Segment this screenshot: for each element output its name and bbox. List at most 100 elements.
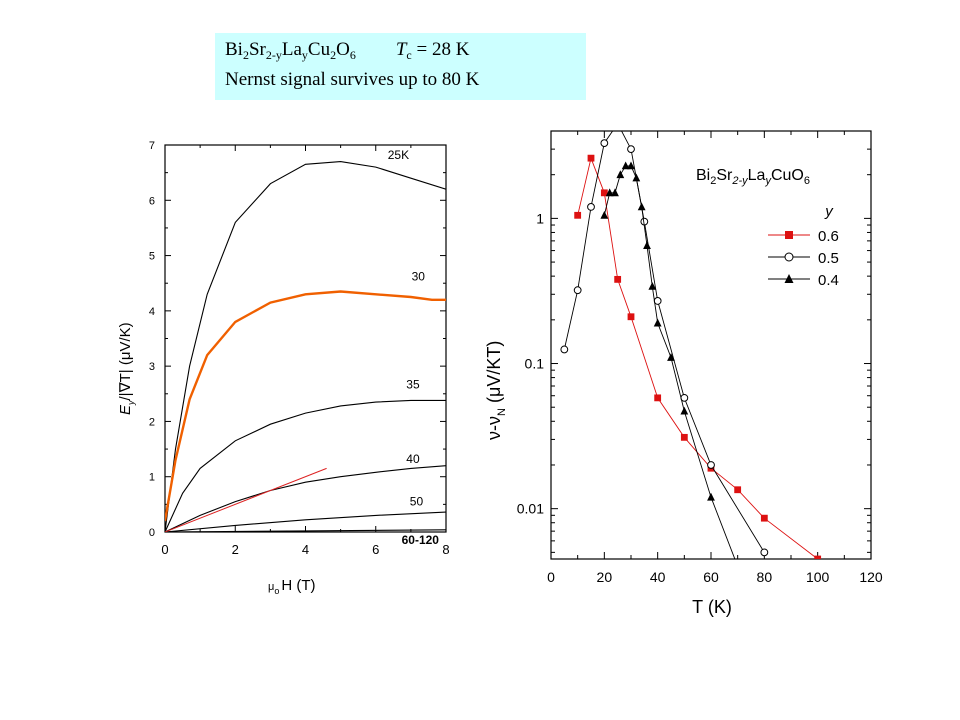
formula-sub-cu: 2	[330, 48, 337, 62]
left-chart: 0 2 4 6 8 0 1 2 3 4 5 6 7 25K 30 35 40 50 60-120 μo H (T) Ey/…	[117, 140, 450, 596]
right-point-0-6	[600, 189, 608, 197]
right-point-0-6	[680, 433, 688, 441]
right-point-0-5	[587, 202, 595, 211]
right-x-tick-label-0: 0	[547, 569, 555, 585]
right-point-0-5	[614, 120, 621, 127]
right-point-0-4	[648, 281, 657, 290]
right-legend-title-part: 2-y	[731, 175, 749, 187]
formula-sub-y: y	[301, 48, 308, 62]
formula-bi: Bi	[225, 39, 243, 60]
left-x-axis-label: μo H (T)	[268, 577, 316, 596]
formula-cu: Cu	[307, 39, 331, 60]
right-point-0-5	[600, 139, 609, 148]
right-x-axis-label: T (K)	[692, 597, 732, 617]
right-point-0-4	[653, 318, 662, 327]
left-x-tick-label-8: 8	[442, 542, 449, 557]
left-y-label-tail: /|∇T| (μV/K)	[117, 322, 134, 400]
right-legend-title-part: La	[748, 167, 766, 184]
formula-sub-6: 6	[349, 48, 356, 62]
left-y-tick-label-3: 3	[149, 361, 155, 373]
right-point-0-6	[587, 154, 595, 162]
right-y-tick-label-0-01: 0.01	[517, 501, 544, 517]
right-legend-y-label: y	[824, 203, 834, 220]
right-legend-marker-0-6	[785, 231, 793, 239]
right-point-0-6	[654, 394, 662, 402]
left-y-tick-label-5: 5	[149, 251, 155, 263]
left-x-tick-label-2: 2	[232, 542, 239, 557]
right-x-tick-label-100: 100	[806, 569, 830, 585]
left-curve-label-35: 35	[406, 377, 420, 391]
left-y-tick-label-1: 1	[149, 472, 155, 484]
right-point-0-4	[632, 173, 641, 182]
formula-sub-2-y: 2-y	[265, 48, 282, 62]
right-point-0-4	[643, 241, 651, 249]
caption-nernst-line: Nernst signal survives up to 80 K	[225, 69, 480, 90]
right-x-tick-label-40: 40	[650, 569, 666, 585]
right-point-0-4	[627, 161, 635, 170]
left-curve-label-30: 30	[412, 269, 426, 283]
left-series-35	[165, 399, 446, 532]
right-chart: 0 20 40 60 80 100 1200.010.11Bi2Sr2-yLayCuO6y0…	[484, 120, 883, 617]
right-x-tick-label-60: 60	[703, 569, 719, 585]
right-y-tick-label-1: 1	[536, 210, 544, 226]
left-x-label-mu: μ	[268, 581, 274, 593]
caption-box: Bi2Sr2-yLayCu2O6 Tc = 28 K Nernst signal …	[215, 33, 586, 100]
right-point-0-5	[707, 461, 715, 469]
tc-sub: c	[406, 48, 412, 62]
left-y-label-e: E	[117, 404, 134, 415]
right-point-0-4	[707, 492, 715, 501]
right-legend-label-0-6: 0.6	[818, 228, 839, 245]
right-legend-title-part: y	[764, 175, 772, 187]
tc-value: = 28 K	[411, 39, 470, 60]
right-point-0-6	[814, 555, 822, 559]
formula-la: La	[281, 39, 302, 60]
right-point-0-5	[573, 286, 582, 295]
left-y-tick-label-7: 7	[149, 140, 155, 152]
right-legend-label-0-5: 0.5	[818, 250, 839, 267]
left-series-25k	[165, 161, 446, 532]
right-point-0-4	[680, 406, 689, 415]
right-point-0-4	[616, 170, 625, 179]
left-y-tick-label-0: 0	[149, 527, 155, 539]
right-point-0-4	[611, 188, 619, 197]
right-x-tick-label-80: 80	[757, 569, 773, 585]
right-y-label-sub: N	[496, 408, 508, 416]
right-legend-title-part: Sr	[716, 167, 733, 184]
right-y-axis-label: ν-νN (μV/KT)	[484, 341, 508, 440]
left-plot-frame	[164, 144, 447, 533]
right-y-label-tail: (μV/KT)	[484, 341, 504, 408]
right-legend-title: Bi2Sr2-yLayCuO6	[696, 167, 810, 187]
right-legend-title-part: 2	[710, 175, 716, 187]
left-curve-label-25k: 25K	[388, 148, 409, 162]
right-series-0-4	[600, 161, 736, 559]
tc-symbol: T	[395, 39, 407, 60]
left-y-tick-label-6: 6	[149, 195, 155, 207]
caption-formula-line: Bi2Sr2-yLayCu2O6 Tc = 28 K	[225, 39, 469, 63]
right-point-0-4	[621, 161, 630, 170]
right-point-0-6	[574, 211, 582, 219]
right-point-0-6	[734, 486, 742, 494]
right-legend-marker-0-4	[784, 274, 794, 283]
right-point-0-6	[760, 514, 768, 522]
left-x-label-sub: o	[274, 586, 279, 596]
left-y-label-sub: y	[126, 400, 136, 406]
left-x-tick-label-6: 6	[372, 542, 379, 557]
right-point-0-6	[627, 313, 635, 321]
right-x-tick-label-120: 120	[859, 569, 883, 585]
left-curve-label-50: 50	[410, 494, 424, 508]
right-x-tick-label-20: 20	[597, 569, 613, 585]
left-series-unnamed-6	[165, 529, 446, 532]
left-y-tick-label-2: 2	[149, 416, 155, 428]
left-curve-label-40: 40	[406, 452, 420, 466]
right-point-0-4	[637, 202, 646, 211]
right-y-label-nu: ν-ν	[484, 416, 504, 440]
right-point-0-4	[667, 353, 675, 361]
left-series-unnamed-7	[165, 467, 327, 532]
left-x-label-tail: H (T)	[281, 577, 315, 594]
right-point-0-5	[560, 345, 569, 354]
right-point-0-5	[627, 145, 635, 154]
left-y-axis-label: Ey/|∇T| (μV/K)	[117, 322, 136, 415]
right-series-0-6	[574, 154, 822, 559]
